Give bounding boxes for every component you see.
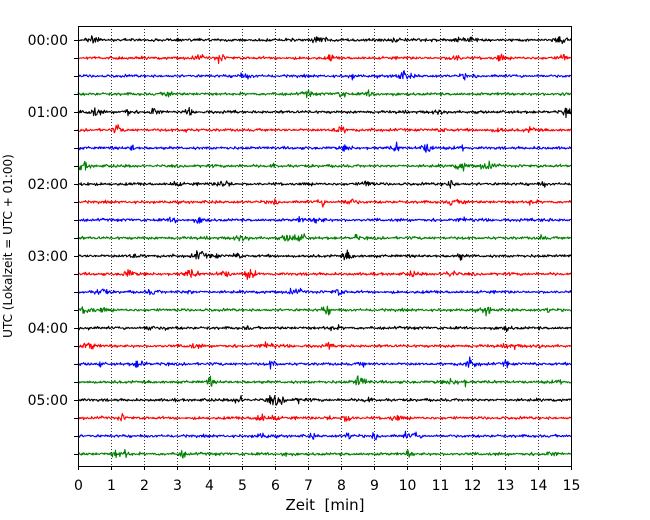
trace-0545 [77,448,572,459]
trace-0515 [77,412,572,423]
trace-0415 [77,341,572,351]
trace-0100 [77,106,572,119]
x-tick-label-9: 9 [370,478,379,494]
trace-0245 [77,233,572,242]
x-tick-label-1: 1 [107,478,116,494]
x-tick-label-7: 7 [304,478,313,494]
x-tick-label-2: 2 [140,478,149,494]
trace-0045 [77,89,572,99]
x-axis-label: Zeit [min] [285,496,364,514]
trace-0500 [77,394,572,406]
x-tick-label-8: 8 [337,478,346,494]
trace-0530 [77,430,572,441]
x-axis: 0 1 2 3 4 5 6 7 8 9 10 11 12 13 14 15 [74,466,580,494]
trace-0145 [77,160,572,172]
trace-0430 [77,356,572,370]
y-tick-label-0100: 01:00 [28,105,68,121]
x-tick-label-5: 5 [238,478,247,494]
x-tick-label-10: 10 [399,478,417,494]
x-tick-label-11: 11 [432,478,450,494]
trace-0200 [77,179,572,189]
trace-0400 [77,324,572,333]
trace-0330 [77,287,572,296]
trace-0015 [77,53,572,64]
x-tick-label-4: 4 [205,478,214,494]
y-axis-label: UTC (Lokalzeit = UTC + 01:00) [1,154,15,338]
trace-0130 [77,141,572,153]
trace-0230 [77,215,572,224]
trace-0000 [77,35,572,45]
trace-0030 [77,70,572,81]
x-tick-label-15: 15 [563,478,581,494]
y-axis: 00:00 01:00 02:00 03:00 04:00 05:00 [28,33,78,455]
x-tick-label-0: 0 [74,478,83,494]
x-tick-label-3: 3 [173,478,182,494]
x-tick-label-12: 12 [464,478,482,494]
trace-0345 [77,305,572,317]
y-tick-label-0400: 04:00 [28,321,68,337]
y-tick-label-0500: 05:00 [28,393,68,409]
x-tick-label-14: 14 [530,478,548,494]
trace-layer [77,35,572,459]
trace-0300 [77,249,572,261]
x-tick-label-6: 6 [271,478,280,494]
grid-layer [111,26,539,466]
trace-0115 [77,124,572,134]
y-tick-label-0200: 02:00 [28,177,68,193]
y-tick-label-0000: 00:00 [28,33,68,49]
y-tick-label-0300: 03:00 [28,249,68,265]
trace-0315 [77,268,572,280]
plot-frame [78,26,572,467]
trace-0215 [77,198,572,208]
trace-0445 [77,375,572,388]
x-tick-label-13: 13 [497,478,515,494]
